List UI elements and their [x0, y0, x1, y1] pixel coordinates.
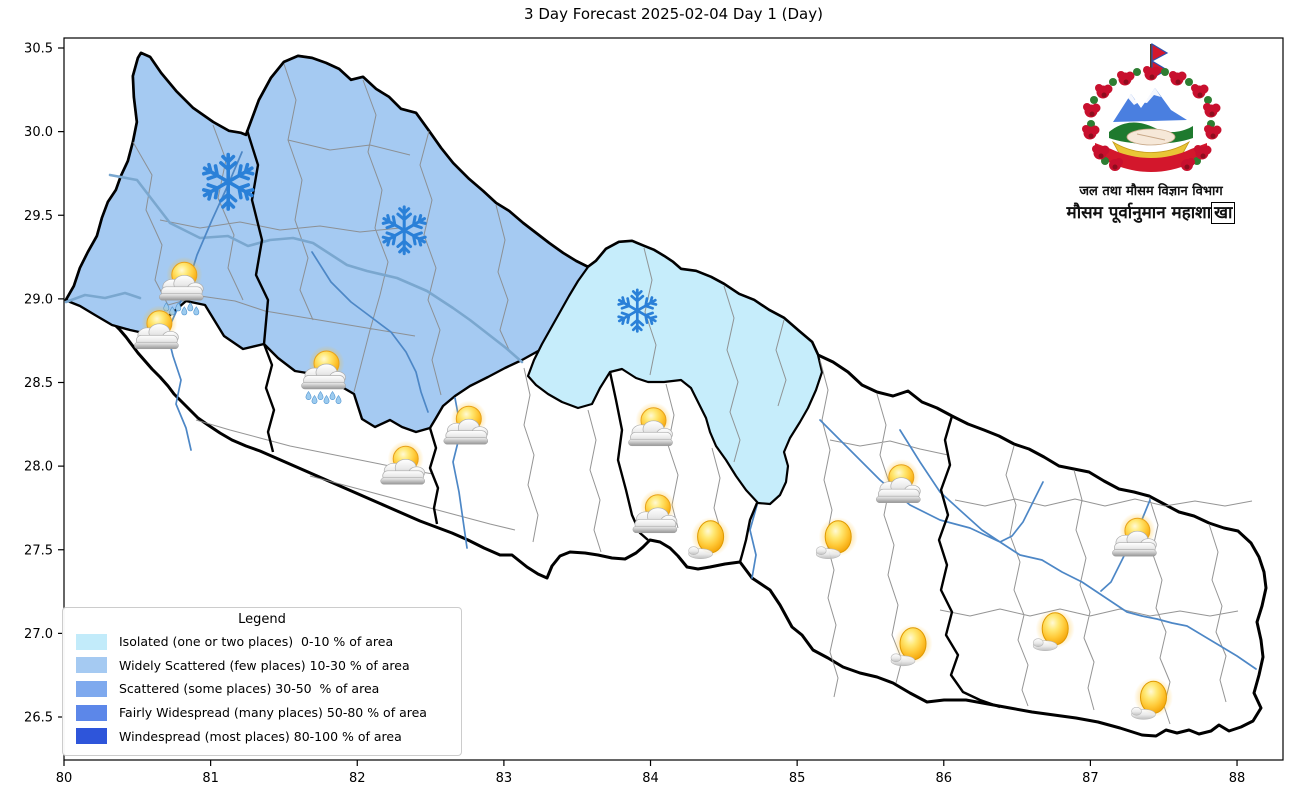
logo-department-name: जल तथा मौसम विज्ञान विभाग: [1079, 184, 1223, 199]
weather-icon-sunny: [886, 617, 940, 671]
logo-division-name: मौसम पूर्वानुमान महाशा खा: [1020, 200, 1282, 224]
nepal-emblem: [1082, 42, 1222, 172]
y-tick-label: 30.0: [24, 125, 53, 140]
legend-swatch: [76, 680, 107, 697]
y-tick-label: 29.5: [24, 209, 53, 224]
province-boundaries: [245, 129, 1001, 709]
legend: Legend Isolated (one or two places) 0-10…: [62, 607, 462, 756]
y-tick-label: 26.5: [24, 711, 53, 726]
legend-item: Widely Scattered (few places) 10-30 % of…: [69, 654, 455, 678]
y-tick-label: 28.0: [24, 460, 53, 475]
legend-label: Fairly Widespread (many places) 50-80 % …: [119, 705, 427, 721]
x-tick-label: 86: [936, 771, 953, 786]
legend-label: Widely Scattered (few places) 10-30 % of…: [119, 657, 410, 673]
y-tick-label: 27.0: [24, 627, 53, 642]
axis-ticks: 80 81 82 83 84 85 86 87 88 30.5 30.0 29.5 29.0 28.5 28…: [24, 42, 1245, 787]
legend-item: Scattered (some places) 30-50 % of area: [69, 677, 455, 701]
legend-title: Legend: [238, 612, 286, 627]
legend-item: Isolated (one or two places) 0-10 % of a…: [69, 630, 455, 654]
legend-swatch: [76, 704, 107, 721]
district-boundaries: [132, 63, 1253, 725]
legend-label: Windespread (most places) 80-100 % of ar…: [119, 728, 402, 744]
x-tick-label: 82: [349, 771, 366, 786]
legend-item: Fairly Widespread (many places) 50-80 % …: [69, 701, 455, 725]
legend-label: Scattered (some places) 30-50 % of area: [119, 681, 380, 697]
legend-rows: Isolated (one or two places) 0-10 % of a…: [69, 630, 455, 748]
legend-swatch: [76, 728, 107, 745]
weather-icon-sunny: [811, 510, 865, 564]
y-tick-label: 28.5: [24, 376, 53, 391]
x-tick-label: 80: [56, 771, 73, 786]
x-tick-label: 81: [202, 771, 219, 786]
page-title: 3 Day Forecast 2025-02-04 Day 1 (Day): [524, 5, 823, 23]
legend-swatch: [76, 633, 107, 650]
x-tick-label: 88: [1229, 771, 1246, 786]
legend-label: Isolated (one or two places) 0-10 % of a…: [119, 634, 394, 650]
weather-icon-sunny: [1127, 670, 1180, 724]
y-tick-label: 30.5: [24, 42, 53, 57]
weather-icon-sunny: [684, 510, 738, 564]
dhm-logo: जल तथा मौसम विज्ञान विभाग मौसम पूर्वानुम…: [1020, 40, 1282, 224]
basin-boundary-line: [64, 173, 524, 364]
region-widely-scattered: [64, 51, 590, 434]
y-tick-label: 27.5: [24, 543, 53, 558]
region-isolated: [526, 239, 824, 506]
x-tick-label: 84: [642, 771, 659, 786]
boxed-glyph: खा: [1211, 202, 1236, 224]
y-tick-label: 29.0: [24, 292, 53, 307]
weather-icon-sunny: [1028, 602, 1082, 656]
x-tick-label: 85: [789, 771, 806, 786]
plot-frame: [63, 37, 1284, 761]
legend-swatch: [76, 657, 107, 674]
legend-item: Windespread (most places) 80-100 % of ar…: [69, 724, 455, 748]
x-tick-label: 87: [1082, 771, 1099, 786]
map-layer: [64, 51, 1268, 738]
x-tick-label: 83: [496, 771, 513, 786]
